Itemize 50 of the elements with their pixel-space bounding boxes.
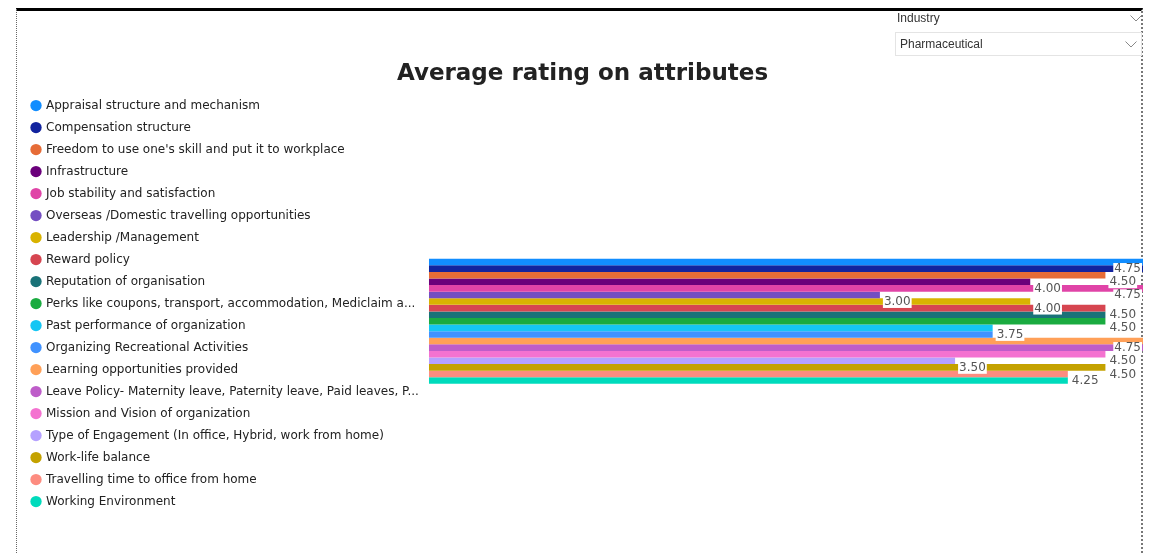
legend-label: Freedom to use one's skill and put it to workplace <box>46 141 345 156</box>
legend-label: Type of Engagement (In office, Hybrid, work from home) <box>45 427 384 442</box>
bar <box>428 278 1031 286</box>
text: Pharmaceutical <box>900 37 983 51</box>
legend-label: Appraisal structure and mechanism <box>46 97 260 112</box>
chart-title: Average rating on attributes <box>396 58 769 85</box>
data-label: 4.50 <box>1109 366 1137 381</box>
data-label: 4.75 <box>1114 287 1141 302</box>
legend-label: Mission and Vision of organization <box>46 405 251 420</box>
legend-label: Infrastructure <box>46 163 129 178</box>
bar <box>428 298 1031 305</box>
legend-label: Reward policy <box>46 251 130 266</box>
data-label: 3.75 <box>996 327 1024 342</box>
data-label: 4.25 <box>1071 373 1099 388</box>
text: Industry <box>897 11 940 25</box>
legend-label: Past performance of organization <box>46 317 246 332</box>
bar <box>428 364 1106 371</box>
legend-label: Travelling time to office from home <box>45 471 257 486</box>
legend-label: Overseas /Domestic travelling opportunities <box>46 207 311 222</box>
data-label: 4.50 <box>1109 353 1137 368</box>
bar <box>428 344 1143 351</box>
data-label: 3.00 <box>883 294 911 309</box>
data-label: 4.75 <box>1114 261 1141 276</box>
bar <box>428 318 1106 325</box>
legend-label: Work-life balance <box>46 449 151 464</box>
data-label: 4.00 <box>1034 300 1061 315</box>
bar <box>428 377 1068 384</box>
data-label: 4.75 <box>1114 340 1141 355</box>
legend-label: Perks like coupons, transport, accommodation, Mediclaim a... <box>46 295 416 310</box>
legend-label: Organizing Recreational Activities <box>46 339 249 354</box>
legend-label: Learning opportunities provided <box>46 361 239 376</box>
bar <box>428 357 956 365</box>
legend-label: Leave Policy- Maternity leave, Paternity leave, Paid leaves, P... <box>46 383 419 398</box>
data-label: 4.00 <box>1034 280 1061 295</box>
data-label: 4.50 <box>1109 307 1137 322</box>
bar <box>428 311 1106 319</box>
bar <box>428 324 993 332</box>
bar <box>428 350 1106 358</box>
legend-label: Compensation structure <box>46 119 191 134</box>
legend-label: Reputation of organisation <box>46 273 206 288</box>
legend-label: Job stability and satisfaction <box>45 185 216 200</box>
data-label: 4.50 <box>1109 274 1137 289</box>
legend-label: Leadership /Management <box>46 229 200 244</box>
bar <box>428 291 880 299</box>
data-label: 4.50 <box>1109 320 1137 335</box>
bar <box>428 265 1143 272</box>
legend-label: Working Environment <box>46 493 176 508</box>
data-label: 3.50 <box>959 359 986 374</box>
bar <box>428 331 993 338</box>
bar <box>428 271 1106 279</box>
